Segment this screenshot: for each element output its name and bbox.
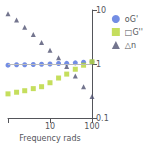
- svg-text:□G'': □G'': [125, 28, 143, 37]
- svg-text:10: 10: [45, 122, 55, 131]
- svg-text:Frequency rads: Frequency rads: [19, 134, 80, 143]
- svg-text:△n: △n: [125, 41, 136, 50]
- svg-text:100: 100: [84, 122, 99, 131]
- svg-text:0.1: 0.1: [96, 113, 109, 123]
- svg-text:10: 10: [96, 6, 106, 15]
- svg-text:oG': oG': [125, 15, 138, 24]
- svg-text:1: 1: [96, 60, 101, 69]
